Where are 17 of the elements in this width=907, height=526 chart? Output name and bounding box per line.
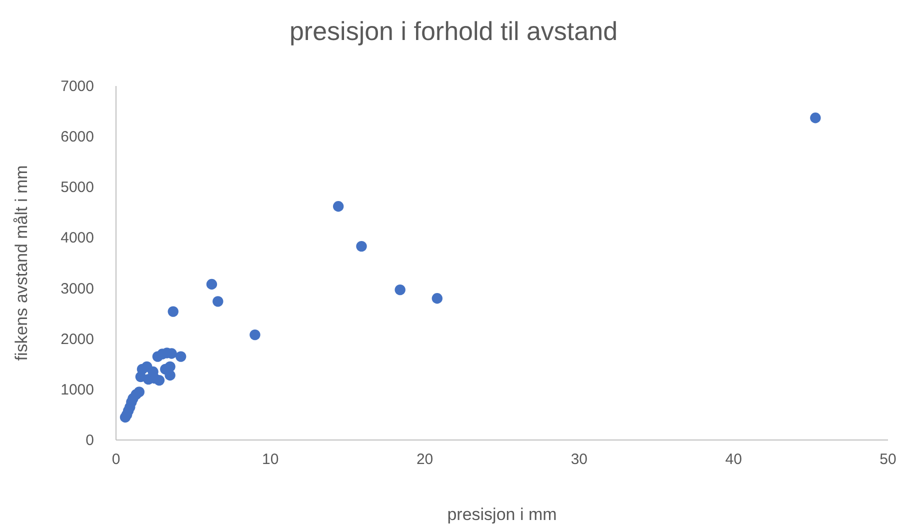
- chart-title: presisjon i forhold til avstand: [289, 16, 618, 46]
- x-tick-label: 10: [262, 451, 279, 468]
- y-tick-label: 7000: [60, 78, 94, 95]
- x-tick-label: 30: [570, 451, 588, 468]
- x-tick-label: 0: [112, 451, 120, 468]
- y-tick-label: 2000: [60, 330, 94, 348]
- y-tick-label: 5000: [60, 179, 94, 196]
- y-tick-label: 1000: [60, 381, 94, 398]
- x-tick-label: 20: [416, 451, 434, 468]
- y-tick-label: 6000: [60, 128, 94, 146]
- y-tick-label: 4000: [60, 230, 94, 247]
- y-axis-title: fiskens avstand målt i mm: [12, 165, 31, 361]
- y-tick-label: 3000: [60, 280, 94, 298]
- x-axis-title: presisjon i mm: [447, 505, 557, 524]
- x-tick-label: 50: [880, 451, 896, 468]
- x-tick-label: 40: [725, 451, 742, 468]
- y-tick-label: 0: [86, 432, 94, 449]
